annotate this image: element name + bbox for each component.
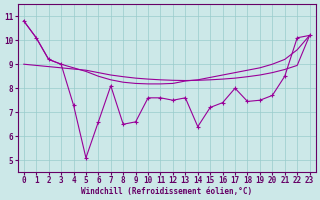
X-axis label: Windchill (Refroidissement éolien,°C): Windchill (Refroidissement éolien,°C) bbox=[81, 187, 252, 196]
